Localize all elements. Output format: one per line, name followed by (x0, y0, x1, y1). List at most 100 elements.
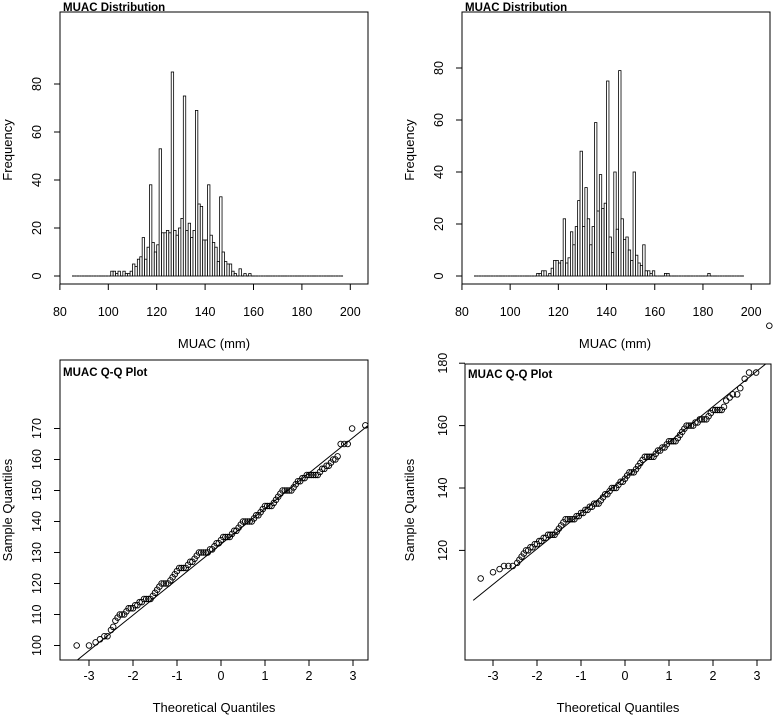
qq-point (241, 518, 249, 525)
histogram-bar (170, 71, 175, 277)
qq-point (562, 515, 569, 523)
y-tick-label: 80 (432, 61, 446, 75)
y-tick-label: 140 (30, 511, 44, 532)
qq-point (709, 406, 717, 414)
qq-point (716, 406, 723, 414)
x-tick-label: -2 (531, 669, 542, 683)
qq-point (323, 462, 330, 469)
qq-point (659, 444, 666, 451)
x-tick-label: 160 (243, 305, 264, 319)
qq-point (239, 518, 247, 525)
y-tick-label: 40 (30, 173, 44, 187)
y-tick-label: 150 (30, 480, 44, 501)
plot-frame (461, 11, 771, 285)
qq-point (127, 605, 135, 612)
qq-point (73, 642, 80, 649)
qq-point (544, 531, 552, 539)
chart-panel-top-left: MUAC Distribution 80 100 120 140 160 180 200 0 20… (0, 2, 369, 351)
x-axis-label: MUAC (mm) (178, 336, 250, 351)
qq-point (586, 503, 594, 510)
qq-point (522, 547, 530, 554)
qq-point (96, 636, 104, 643)
qq-point (741, 375, 748, 383)
qq-point (643, 453, 651, 461)
qq-point (573, 512, 580, 520)
qq-point (477, 575, 484, 582)
x-axis-label: MUAC (mm) (579, 336, 651, 351)
qq-point (752, 369, 760, 376)
qq-point (334, 453, 341, 460)
y-tick-label: 80 (30, 77, 44, 91)
qq-point (109, 623, 117, 631)
histogram-bar (613, 171, 617, 277)
y-tick-label: 180 (436, 353, 450, 374)
qq-point (224, 533, 231, 541)
x-tick-label: -2 (127, 669, 138, 683)
histogram-bar (141, 237, 145, 277)
qq-point (722, 397, 730, 404)
x-tick-label: 120 (146, 305, 167, 319)
histogram-bar (195, 110, 199, 277)
plot-frame (464, 363, 772, 661)
qq-point (527, 544, 534, 551)
x-tick-label: 3 (350, 669, 357, 683)
x-tick-label: 180 (291, 305, 312, 319)
qq-point (711, 406, 719, 414)
qq-point (698, 416, 706, 423)
qq-point (362, 422, 369, 429)
qq-point (312, 471, 319, 479)
panel-title: MUAC Q-Q Plot (63, 367, 147, 379)
qq-point (244, 518, 251, 525)
qq-point (175, 564, 183, 572)
x-tick-label: -1 (575, 669, 586, 683)
plot-frame (59, 11, 369, 285)
qq-point (692, 419, 699, 426)
qq-point (628, 469, 635, 476)
qq-point (608, 484, 616, 492)
histogram-bar (642, 244, 646, 277)
qq-point (344, 440, 351, 448)
x-tick-label: 200 (340, 305, 361, 319)
qq-point (645, 453, 653, 461)
qq-point (318, 465, 326, 473)
histogram-bar (248, 273, 252, 277)
qq-point (206, 546, 214, 553)
x-tick-label: 180 (693, 305, 714, 319)
qq-point (303, 471, 311, 479)
qq-point (178, 564, 185, 572)
y-tick-label: 170 (30, 418, 44, 439)
x-tick-label: 2 (306, 669, 313, 683)
qq-point (160, 580, 168, 587)
qq-point (200, 549, 207, 556)
qq-point (531, 540, 539, 548)
y-axis-label: Frequency (0, 119, 15, 181)
qq-point (202, 549, 209, 556)
qq-point (729, 391, 737, 398)
panel-title: MUAC Q-Q Plot (468, 369, 552, 381)
qq-point (617, 478, 624, 486)
x-tick-label: 80 (455, 305, 469, 319)
histogram-bar (149, 184, 153, 277)
qq-point (641, 453, 649, 461)
qq-point (714, 406, 721, 414)
qq-point (299, 474, 306, 482)
histogram-bar (543, 270, 547, 277)
x-tick-label: 2 (710, 669, 717, 683)
qq-point (283, 487, 291, 494)
qq-point (654, 447, 662, 454)
qq-point (180, 564, 187, 572)
qq-point (101, 632, 108, 640)
qq-point (590, 500, 598, 507)
qq-point (535, 537, 543, 545)
qq-point (266, 502, 273, 510)
histogram-bar (651, 270, 656, 277)
qq-point (564, 515, 572, 523)
qq-point (186, 558, 194, 566)
y-tick-label: 20 (30, 221, 44, 235)
qq-point (85, 642, 93, 649)
y-axis-label: Sample Quantiles (0, 458, 15, 561)
qq-point (340, 440, 348, 448)
histogram-bar (618, 70, 622, 277)
chart-panel-bottom-right: MUAC Q-Q Plot -3 -2 -1 0 1 2 3 120 140 160 180 Theor… (402, 322, 773, 715)
